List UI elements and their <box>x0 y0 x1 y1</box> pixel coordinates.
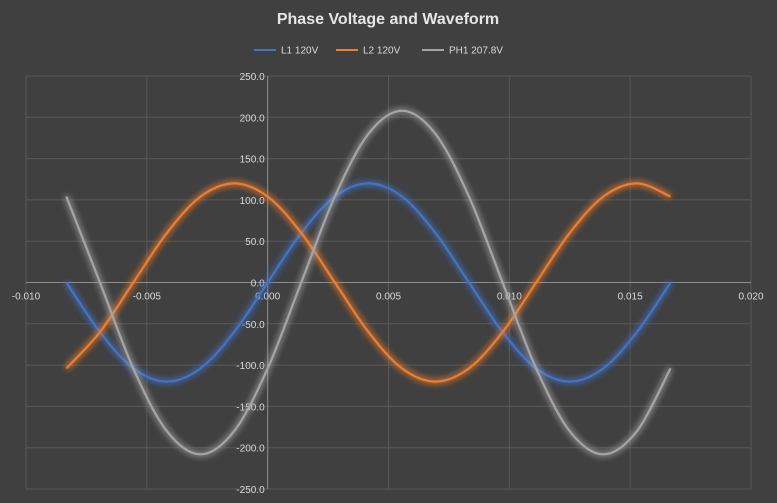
legend-label-2: L2 120V <box>363 46 401 57</box>
y-tick-label: -100.0 <box>236 361 265 372</box>
x-tick-label: 0.020 <box>738 292 763 303</box>
x-tick-label: 0.005 <box>376 292 401 303</box>
y-tick-label: 50.0 <box>245 237 265 248</box>
y-tick-label: 100.0 <box>240 196 265 207</box>
y-tick-label: -50.0 <box>242 320 265 331</box>
series-line-1 <box>65 182 672 383</box>
axis-layer: -0.010 -0.005 0.000 0.005 0.010 0.015 0.020 250… <box>12 72 764 496</box>
x-tick-label: 0.015 <box>618 292 643 303</box>
x-tick-label: -0.005 <box>133 292 162 303</box>
y-tick-label: 200.0 <box>240 113 265 124</box>
y-tick-label: -200.0 <box>236 444 265 455</box>
y-tick-label: 250.0 <box>240 72 265 83</box>
y-tick-label: 0.0 <box>251 279 265 290</box>
x-tick-label: 0.010 <box>497 292 522 303</box>
legend-label-3: PH1 207.8V <box>449 46 503 57</box>
legend-label-1: L1 120V <box>281 46 319 57</box>
y-tick-label: 150.0 <box>240 155 265 166</box>
x-tick-label: 0.000 <box>255 292 280 303</box>
legend: L1 120V L2 120V PH1 207.8V <box>254 46 503 57</box>
series-line-2 <box>65 182 671 383</box>
chart-title: Phase Voltage and Waveform <box>277 11 499 28</box>
x-tick-label: -0.010 <box>12 292 41 303</box>
series-line-3 <box>65 109 672 456</box>
y-tick-label: -250.0 <box>236 485 265 496</box>
series-layer <box>65 109 672 456</box>
y-tick-label: -150.0 <box>236 402 265 413</box>
